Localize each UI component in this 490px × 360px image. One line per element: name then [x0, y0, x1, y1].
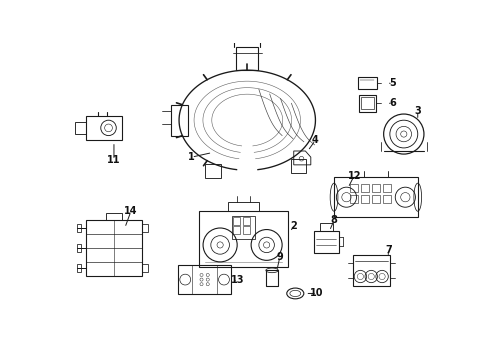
Bar: [361, 97, 373, 109]
Bar: [334, 177, 418, 217]
Text: 9: 9: [276, 252, 283, 262]
Text: 3: 3: [415, 106, 421, 116]
Bar: [383, 195, 391, 203]
Bar: [86, 116, 122, 140]
Bar: [243, 226, 250, 234]
Bar: [172, 105, 188, 136]
Text: 7: 7: [385, 244, 392, 255]
Bar: [266, 270, 278, 286]
Bar: [228, 202, 259, 211]
Bar: [243, 217, 250, 225]
Bar: [77, 244, 81, 252]
Text: 13: 13: [231, 275, 245, 285]
Bar: [233, 226, 240, 234]
Bar: [77, 264, 81, 272]
Text: 11: 11: [107, 155, 121, 165]
Bar: [199, 211, 288, 266]
Text: 2: 2: [291, 221, 297, 231]
Bar: [372, 184, 380, 192]
Bar: [359, 95, 376, 112]
Bar: [205, 164, 221, 178]
Bar: [358, 77, 377, 89]
Bar: [350, 195, 358, 203]
Bar: [383, 184, 391, 192]
Bar: [320, 223, 333, 231]
Bar: [361, 195, 369, 203]
Text: 8: 8: [331, 215, 338, 225]
Bar: [372, 195, 380, 203]
Bar: [86, 220, 142, 276]
Bar: [314, 231, 339, 253]
Bar: [232, 216, 255, 239]
Text: 12: 12: [347, 171, 361, 181]
Text: 14: 14: [124, 206, 138, 216]
Text: 4: 4: [312, 135, 319, 145]
Bar: [106, 213, 122, 220]
Bar: [77, 224, 81, 232]
Text: 10: 10: [310, 288, 324, 298]
Bar: [178, 265, 231, 294]
Bar: [142, 224, 148, 232]
Bar: [361, 184, 369, 192]
Text: 1: 1: [188, 152, 195, 162]
Text: 6: 6: [390, 98, 396, 108]
Text: 5: 5: [390, 78, 396, 88]
Bar: [353, 255, 390, 286]
Bar: [291, 159, 306, 173]
Bar: [236, 47, 258, 70]
Bar: [142, 264, 148, 272]
Bar: [233, 217, 240, 225]
Bar: [350, 184, 358, 192]
Bar: [75, 122, 86, 134]
